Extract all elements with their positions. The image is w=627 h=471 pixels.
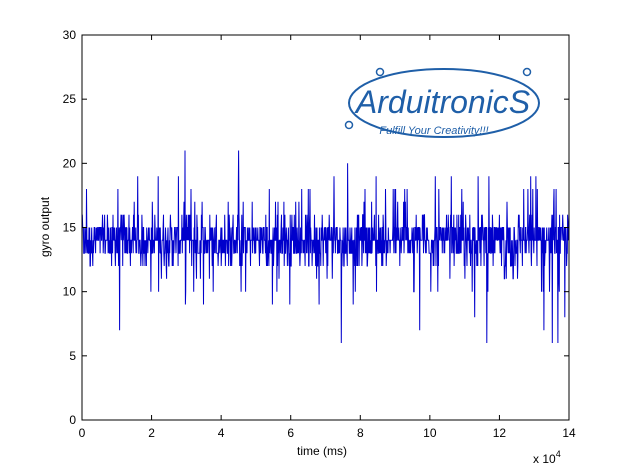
- logo-dot-top-left: [375, 67, 385, 77]
- y-tick-label: 25: [63, 92, 77, 106]
- y-tick-label: 10: [63, 285, 77, 299]
- x-exponent-power: 4: [556, 449, 561, 459]
- y-tick-label: 30: [63, 28, 77, 42]
- y-axis: 0 5 10 15 20 25 30: [63, 28, 569, 427]
- x-tick-label: 4: [218, 426, 225, 440]
- x-exponent-label: x 104: [533, 449, 561, 466]
- x-tick-label: 2: [148, 426, 155, 440]
- logo-tagline: Fulfill Your Creativity!!!: [379, 125, 488, 137]
- x-tick-label: 12: [493, 426, 507, 440]
- x-tick-label: 14: [562, 426, 576, 440]
- logo-dot-top-right: [522, 67, 532, 77]
- y-axis-label: gyro output: [38, 196, 52, 257]
- logo-ellipse: [348, 68, 540, 138]
- x-tick-label: 8: [357, 426, 364, 440]
- logo-dot-bottom-left: [344, 120, 354, 130]
- logo-name: ArduitronicS: [354, 84, 530, 120]
- x-axis-label: time (ms): [297, 444, 347, 458]
- y-tick-label: 0: [69, 413, 76, 427]
- x-axis: 0 2 4 6 8 10 12 14: [79, 35, 576, 440]
- x-tick-label: 0: [79, 426, 86, 440]
- arduitronics-logo: ArduitronicS Fulfill Your Creativity!!!: [344, 67, 540, 138]
- y-tick-label: 15: [63, 221, 77, 235]
- x-tick-label: 6: [287, 426, 294, 440]
- gyro-series-line: [81, 150, 570, 344]
- x-tick-label: 10: [423, 426, 437, 440]
- y-tick-label: 20: [63, 156, 77, 170]
- series-group: [81, 150, 570, 344]
- y-tick-label: 5: [69, 349, 76, 363]
